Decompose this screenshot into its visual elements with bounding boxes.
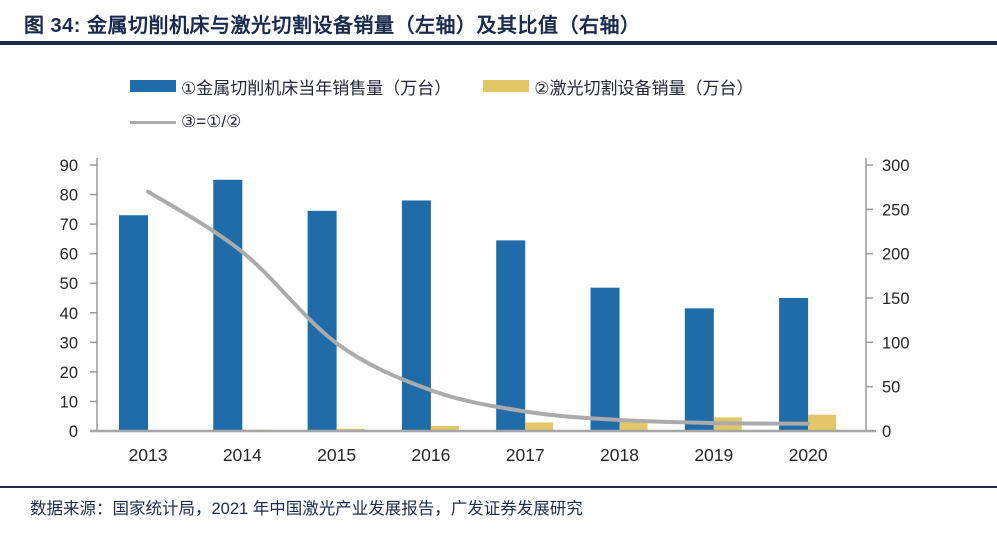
legend-row-line: ③=①/② [130,110,754,134]
x-axis-label: 2019 [694,445,733,465]
left-axis-tick-label: 60 [60,246,78,264]
figure-title: 图 34: 金属切削机床与激光切割设备销量（左轴）及其比值（右轴） [24,15,641,37]
chart-legend: ①金属切削机床当年销售量（万台） ②激光切割设备销量（万台） ③=①/② [130,74,754,134]
left-axis-tick-label: 30 [60,334,78,352]
left-axis-tick-label: 70 [60,216,78,234]
x-axis-label: 2018 [600,445,639,465]
legend-label-metal-machine: ①金属切削机床当年销售量（万台） [181,78,452,98]
sales-ratio-chart: 0 10 20 30 40 50 60 70 80 90 0 50 100 150 200 250 300 201… [0,150,997,484]
right-axis-tick-label: 200 [882,246,910,264]
bar-laser-equipment [619,419,648,431]
right-axis-tick-label: 300 [882,157,910,175]
bar-laser-equipment [525,422,554,431]
legend-swatch-ratio-line [130,120,176,124]
left-axis-tick-label: 10 [60,393,78,411]
legend-swatch-laser-equipment-bar [483,80,530,92]
legend-label-ratio: ③=①/② [181,112,242,131]
title-underline [0,41,997,45]
bar-metal-machine [213,179,243,431]
x-axis-label: 2016 [411,445,450,465]
left-axis-tick-label: 80 [60,187,78,205]
ratio-line [146,189,811,426]
left-axis-tick-label: 0 [69,423,78,441]
bar-metal-machine [590,287,620,431]
data-source: 数据来源：国家统计局，2021 年中国激光产业发展报告，广发证券发展研究 [30,500,583,518]
left-axis-tick-label: 90 [60,157,78,175]
x-axis-label: 2017 [506,445,545,465]
right-axis-tick-label: 50 [882,379,900,397]
x-axis-label: 2014 [223,445,262,465]
right-axis-tick-label: 150 [882,290,910,308]
bar-metal-machine [401,200,431,431]
bar-metal-machine [779,298,809,431]
left-axis-tick-label: 50 [60,275,78,293]
right-axis-tick-label: 250 [882,201,910,219]
bar-laser-equipment [808,414,837,431]
bar-metal-machine [684,308,714,431]
bar-metal-machine [496,240,526,431]
x-axis-label: 2015 [317,445,356,465]
x-axis-label: 2013 [129,445,168,465]
bar-metal-machine [119,215,148,431]
bar-laser-equipment [430,425,459,431]
legend-row-bars: ①金属切削机床当年销售量（万台） ②激光切割设备销量（万台） [130,74,754,98]
left-axis-tick-label: 20 [60,364,78,382]
left-axis-tick-label: 40 [60,305,78,323]
footer-divider [0,486,997,488]
legend-swatch-metal-machine-bar [130,80,176,92]
x-axis-label: 2020 [789,445,828,465]
right-axis-tick-label: 100 [882,334,910,352]
right-axis-tick-label: 0 [882,423,891,441]
legend-label-laser-equipment: ②激光切割设备销量（万台） [534,78,754,98]
sales-ratio-chart-svg: 0 10 20 30 40 50 60 70 80 90 0 50 100 150 200 250 300 201… [60,157,910,465]
